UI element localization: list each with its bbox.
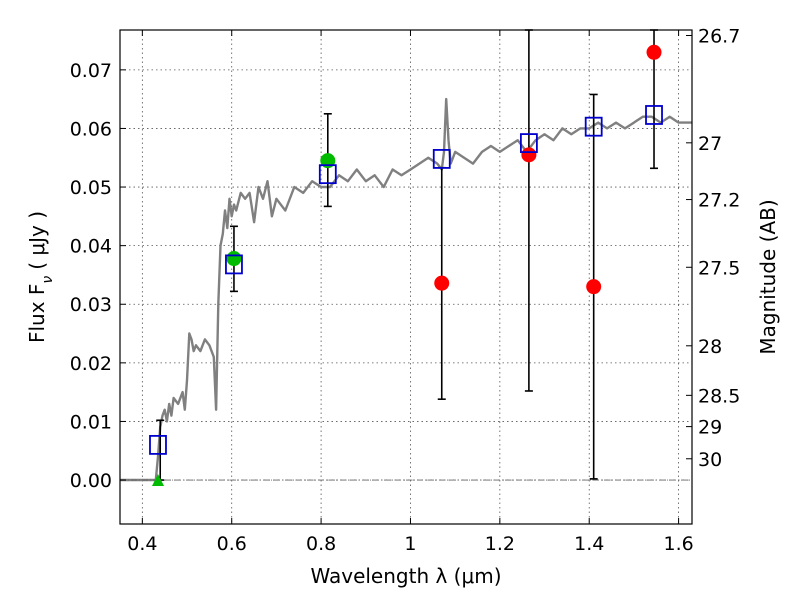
y-tick-label: 0.05 — [70, 177, 112, 199]
x-tick-label: 0.4 — [127, 533, 157, 555]
mag-tick-label: 28.5 — [698, 385, 740, 407]
model-point — [584, 116, 603, 137]
tick-layer: 0.4 0.6 0.8 1 1.2 1.4 1.6 0.00 0.01 0.02 0.03 0.04 0… — [70, 25, 741, 555]
y-axis-label-sub: ν — [40, 276, 56, 284]
green-point — [226, 251, 242, 267]
x-tick-label: 0.8 — [306, 533, 336, 555]
y-axis-label-group: Flux Fν ( μJy ) — [25, 211, 56, 343]
y-axis-label: Flux Fν ( μJy ) — [25, 211, 56, 343]
green-triangle-point — [151, 474, 164, 487]
x-tick-label: 0.6 — [217, 533, 247, 555]
y-axis-label-main: Flux F — [25, 284, 49, 343]
y-tick-label: 0.01 — [70, 411, 112, 433]
errorbar — [524, 29, 533, 392]
model-point — [432, 149, 451, 169]
y-tick-label: 0.06 — [70, 118, 112, 140]
x-tick-label: 1 — [404, 533, 416, 555]
detection-point — [434, 275, 450, 291]
model-point — [225, 254, 243, 275]
spectrum-layer — [120, 97, 692, 482]
detection-point — [521, 147, 537, 163]
y2-axis-label: Magnitude (AB) — [756, 199, 780, 354]
model-point — [519, 133, 538, 153]
y-tick-label: 0.07 — [70, 60, 112, 82]
marker-layer — [149, 44, 663, 487]
model-point — [149, 434, 167, 455]
mag-tick-label: 29 — [698, 417, 722, 439]
x-tick-label: 1.4 — [574, 533, 604, 555]
detection-point — [646, 44, 662, 60]
x-tick-label: 1.6 — [663, 533, 693, 555]
x-tick-label: 1.2 — [485, 533, 515, 555]
mag-tick-label: 27.5 — [698, 257, 740, 279]
mag-tick-label: 27.2 — [698, 190, 740, 212]
model-point — [645, 105, 663, 125]
y-tick-label: 0.04 — [70, 236, 112, 258]
plot-frame — [119, 29, 693, 525]
grid-lines — [120, 30, 692, 524]
mag-tick-label: 26.7 — [698, 25, 740, 47]
mag-tick-label: 28 — [698, 336, 722, 358]
model-point — [318, 164, 337, 185]
y-tick-label: 0.00 — [70, 470, 112, 492]
mag-tick-label: 30 — [698, 449, 722, 471]
y-tick-label: 0.03 — [70, 294, 112, 316]
x-axis-label: Wavelength λ (μm) — [310, 564, 501, 588]
y-axis-label-unit: ( μJy ) — [25, 211, 49, 270]
spectrum-line — [120, 97, 692, 482]
detection-point — [586, 279, 602, 295]
mag-tick-label: 27 — [698, 133, 722, 155]
y-tick-label: 0.02 — [70, 353, 112, 375]
